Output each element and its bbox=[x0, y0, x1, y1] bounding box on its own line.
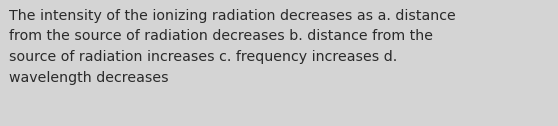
Text: The intensity of the ionizing radiation decreases as a. distance
from the source: The intensity of the ionizing radiation … bbox=[9, 9, 456, 85]
